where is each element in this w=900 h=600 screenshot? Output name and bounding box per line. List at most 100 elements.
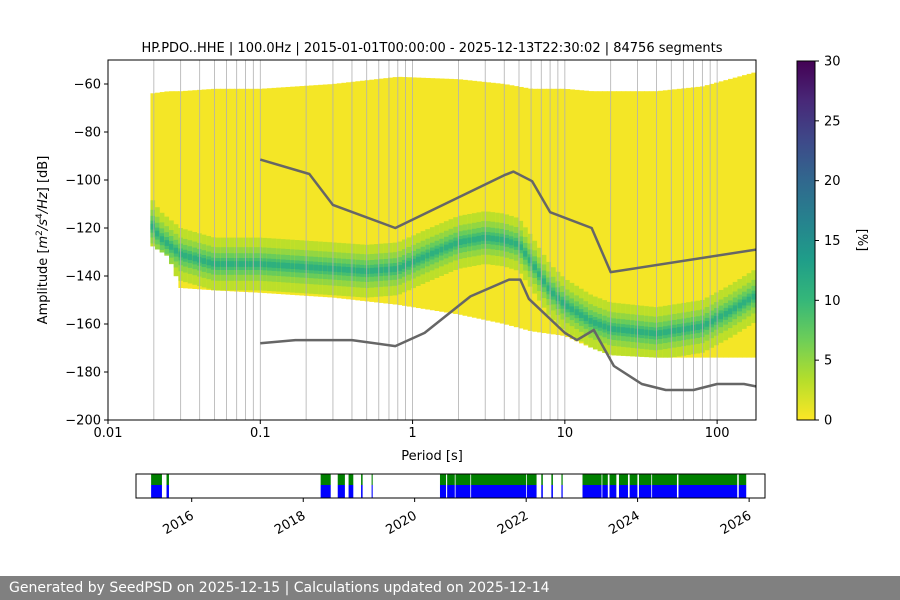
colorbar-tick-label: 5 bbox=[824, 354, 832, 369]
density-column bbox=[336, 83, 343, 299]
density-band bbox=[252, 261, 259, 267]
density-column bbox=[388, 77, 394, 304]
density-band bbox=[336, 266, 343, 273]
density-column bbox=[569, 89, 575, 340]
density-band bbox=[639, 329, 645, 335]
density-column bbox=[751, 72, 756, 358]
seed-psd-figure: HP.PDO..HHE | 100.0Hz | 2015-01-01T00:00… bbox=[35, 41, 869, 538]
density-column bbox=[378, 78, 384, 303]
density-column bbox=[625, 91, 631, 357]
density-column bbox=[341, 82, 347, 299]
density-column bbox=[616, 91, 622, 356]
timeline-segment-top bbox=[652, 474, 677, 485]
density-band bbox=[509, 239, 515, 246]
timeline-segment-bottom bbox=[337, 485, 345, 498]
density-band bbox=[620, 327, 627, 333]
timeline-segment-top bbox=[561, 474, 563, 485]
density-band bbox=[290, 263, 296, 270]
density-band bbox=[248, 261, 254, 267]
timeline-frame bbox=[135, 473, 766, 499]
density-band bbox=[611, 326, 617, 333]
density-band bbox=[742, 299, 748, 306]
density-column bbox=[527, 88, 534, 331]
density-column bbox=[513, 86, 520, 328]
density-band bbox=[383, 266, 389, 273]
density-column bbox=[532, 88, 538, 332]
density-band bbox=[546, 285, 552, 292]
density-column bbox=[611, 91, 617, 356]
density-column bbox=[238, 88, 245, 292]
density-band bbox=[201, 258, 207, 264]
y-tick-label: −180 bbox=[65, 366, 101, 381]
density-band bbox=[592, 320, 599, 326]
timeline-segment-top bbox=[166, 474, 169, 485]
density-band bbox=[551, 290, 557, 297]
timeline-segment-top bbox=[551, 474, 553, 485]
density-band bbox=[388, 266, 394, 273]
density-band bbox=[183, 252, 189, 259]
timeline-segment-top bbox=[320, 474, 331, 485]
density-band bbox=[224, 261, 231, 267]
density-column bbox=[709, 83, 715, 358]
timeline-tick-label: 2026 bbox=[718, 508, 754, 538]
density-column bbox=[313, 85, 319, 297]
density-band bbox=[574, 309, 580, 316]
density-band bbox=[327, 265, 333, 272]
timeline-segment-bottom bbox=[361, 485, 363, 498]
timeline-segment-top bbox=[541, 474, 543, 485]
density-band bbox=[155, 230, 161, 237]
density-column bbox=[243, 88, 249, 293]
timeline-segment-bottom bbox=[541, 485, 543, 498]
density-column bbox=[704, 85, 711, 358]
density-column bbox=[173, 91, 179, 277]
density-column bbox=[504, 84, 510, 325]
timeline-segment-top bbox=[471, 474, 527, 485]
density-column bbox=[714, 82, 720, 358]
density-band bbox=[490, 235, 496, 242]
density-band bbox=[369, 267, 375, 274]
low-noise-model-line bbox=[260, 278, 756, 392]
density-band bbox=[616, 326, 622, 333]
density-band bbox=[555, 295, 561, 302]
density-band bbox=[229, 261, 235, 267]
timeline-tick-label: 2024 bbox=[606, 508, 642, 538]
density-band bbox=[737, 302, 743, 309]
density-band bbox=[672, 327, 678, 334]
timeline-segment-bottom bbox=[471, 485, 527, 498]
density-band bbox=[662, 329, 669, 336]
density-band bbox=[415, 256, 422, 263]
density-column bbox=[308, 85, 315, 297]
density-band bbox=[294, 263, 301, 270]
density-column bbox=[425, 77, 431, 310]
density-band bbox=[695, 324, 701, 330]
colorbar: 0 5 10 15 20 25 30 [%] bbox=[796, 55, 869, 429]
density-band bbox=[630, 328, 636, 334]
density-column bbox=[499, 83, 506, 324]
timeline-segment-bottom bbox=[609, 485, 617, 498]
timeline-segment-top bbox=[526, 474, 537, 485]
density-column bbox=[206, 89, 212, 290]
timeline-segment-top bbox=[348, 474, 354, 485]
density-band bbox=[322, 265, 329, 272]
density-column bbox=[211, 88, 217, 291]
density-band bbox=[211, 260, 217, 267]
timeline-segment-bottom bbox=[629, 485, 638, 498]
density-column bbox=[746, 73, 752, 358]
density-column bbox=[672, 89, 678, 358]
density-column bbox=[220, 88, 226, 291]
density-column bbox=[397, 76, 403, 306]
density-column bbox=[462, 79, 468, 316]
density-band bbox=[569, 306, 575, 313]
density-band bbox=[318, 265, 324, 271]
density-column bbox=[686, 87, 692, 358]
period-grid-lines bbox=[153, 60, 718, 420]
density-band bbox=[150, 223, 156, 230]
density-column bbox=[443, 78, 450, 313]
density-band bbox=[448, 242, 454, 249]
timeline-segment-top bbox=[582, 474, 602, 485]
density-band bbox=[378, 267, 384, 273]
density-band bbox=[606, 325, 613, 332]
density-column bbox=[481, 81, 487, 320]
density-band bbox=[206, 259, 212, 266]
density-column bbox=[429, 78, 436, 311]
